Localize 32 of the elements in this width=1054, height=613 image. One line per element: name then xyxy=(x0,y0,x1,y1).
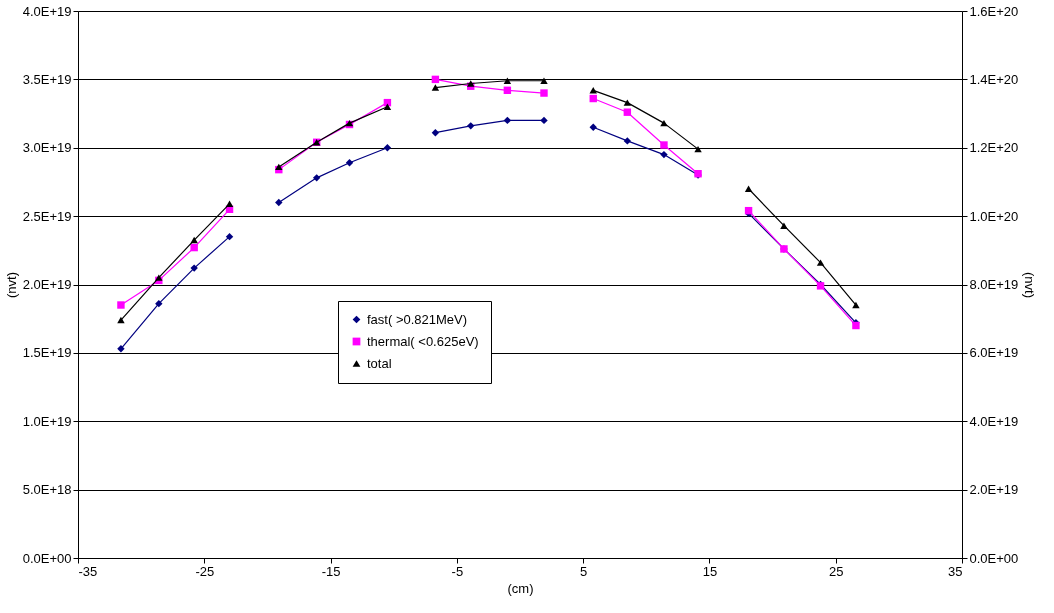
y-tick-label: 3.0E+19 xyxy=(22,140,72,156)
y2-tick-label: 4.0E+19 xyxy=(969,413,1019,429)
y-tick-label: 0.0E+00 xyxy=(22,550,72,566)
x-tick-label: -35 xyxy=(78,563,98,579)
legend-label: thermal( <0.625eV) xyxy=(367,333,479,349)
y2-tick-label: 1.4E+20 xyxy=(969,71,1019,87)
x-tick-label: 15 xyxy=(702,563,718,579)
x-tick-label: -15 xyxy=(321,563,341,579)
x-tick-label: 35 xyxy=(948,563,963,579)
y-tick-label: 1.5E+19 xyxy=(22,345,72,361)
y-tick-label: 2.0E+19 xyxy=(22,277,72,292)
y-tick-label: 5.0E+18 xyxy=(22,482,72,498)
y2-tick-label: 1.0E+20 xyxy=(969,208,1019,224)
x-tick-label: -25 xyxy=(195,563,215,579)
y2-tick-label: 2.0E+19 xyxy=(969,482,1019,498)
y-tick-label: 2.5E+19 xyxy=(22,208,72,224)
y2-tick-label: 6.0E+19 xyxy=(969,345,1019,361)
y-tick-label: 3.5E+19 xyxy=(22,71,72,87)
y-tick-label: 1.0E+19 xyxy=(22,413,72,429)
y-axis-title: (nvt) xyxy=(3,272,19,298)
y-tick-label: 4.0E+19 xyxy=(22,3,72,19)
legend-label: total xyxy=(367,355,392,371)
x-tick-label: 5 xyxy=(580,563,588,579)
y2-tick-label: 8.0E+19 xyxy=(969,277,1019,292)
y2-axis-title: (nvt) xyxy=(1022,272,1038,298)
y2-tick-label: 1.6E+20 xyxy=(969,3,1019,19)
x-tick-label: -5 xyxy=(451,563,464,579)
x-axis-title: (cm) xyxy=(507,580,534,596)
legend-label: fast( >0.821MeV) xyxy=(367,311,468,327)
y2-tick-label: 1.2E+20 xyxy=(969,140,1019,156)
y2-tick-label: 0.0E+00 xyxy=(969,550,1019,566)
x-tick-label: 25 xyxy=(828,563,844,579)
